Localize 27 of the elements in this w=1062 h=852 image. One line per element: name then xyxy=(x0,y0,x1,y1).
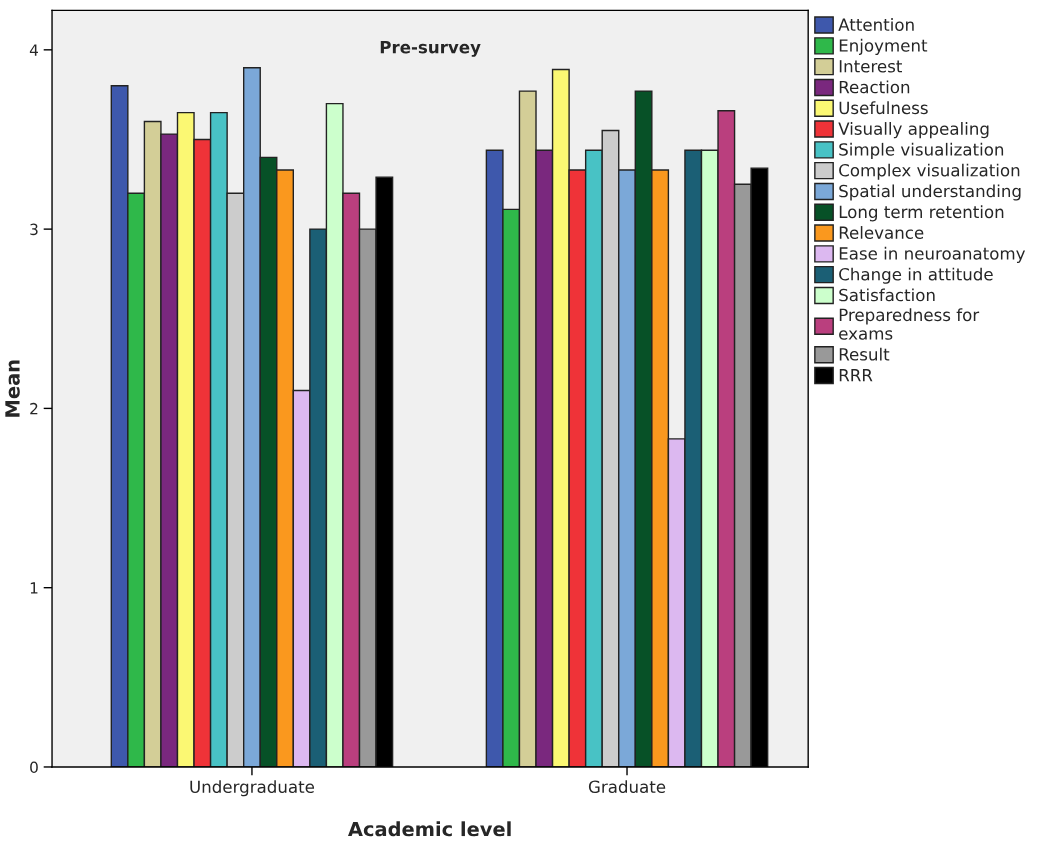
y-tick-label: 3 xyxy=(30,223,38,236)
legend-label: Long term retention xyxy=(839,205,1004,222)
text: Pre-survey xyxy=(380,41,481,57)
legend-label: Usefulness xyxy=(839,101,928,115)
y-axis-title: Mean xyxy=(5,360,20,417)
y-tick-label: 2 xyxy=(30,402,38,415)
x-tick-label: Graduate xyxy=(588,780,666,794)
legend-label: Result xyxy=(839,347,890,361)
legend-label: Visually appealing xyxy=(838,122,989,139)
legend-label: Spatial understanding xyxy=(839,184,1021,201)
legend-label: Reaction xyxy=(839,80,910,94)
legend-label: RRR xyxy=(839,369,873,382)
legend-label: Simple visualization xyxy=(839,142,1004,159)
legend-label: Enjoyment xyxy=(839,38,928,55)
legend-label: Interest xyxy=(839,60,902,73)
legend-label: Attention xyxy=(838,18,914,31)
legend-label: Preparedness for exams xyxy=(839,308,980,340)
x-axis-title: Academic level xyxy=(348,821,511,837)
y-tick-label: 1 xyxy=(30,582,38,594)
y-tick-label: 0 xyxy=(30,761,38,773)
legend-label: Ease in neuroanatomy xyxy=(839,246,1026,263)
legend-label: Satisfaction xyxy=(839,288,935,302)
legend-label: Change in attitude xyxy=(839,267,993,284)
legend-label: Complex visualization xyxy=(839,163,1020,180)
y-tick-label: 4 xyxy=(29,44,38,56)
x-tick-label: Undergraduate xyxy=(190,780,315,797)
legend-label: Relevance xyxy=(839,226,924,239)
